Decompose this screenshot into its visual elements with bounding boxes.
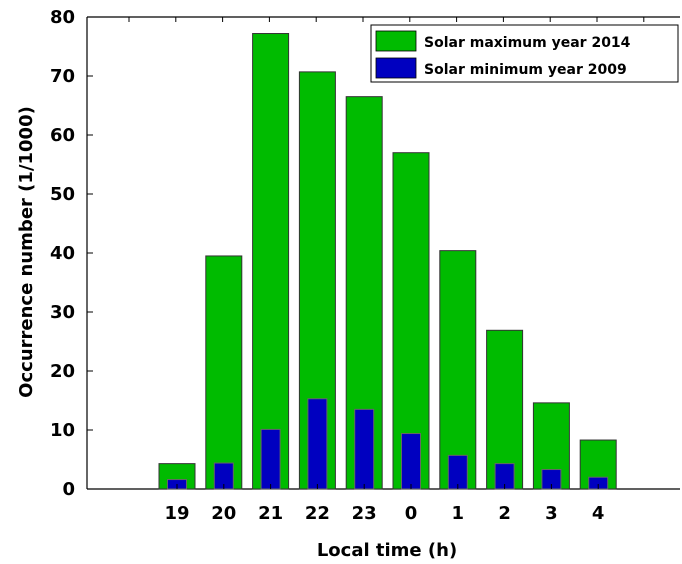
- x-axis-ticks: 19 20 21 22 23 0 1 2 3 4: [128, 17, 645, 524]
- plot-frame: [86, 16, 680, 490]
- series-max-bars: [158, 33, 617, 490]
- legend-swatch-max: [375, 30, 417, 52]
- x-tick-label: 20: [211, 503, 236, 524]
- y-tick-label: 70: [50, 66, 75, 87]
- bar-solar-min: [260, 428, 281, 490]
- bar-solar-min: [401, 433, 421, 490]
- x-tick-label: 23: [352, 503, 377, 524]
- x-tick-label: 22: [305, 503, 330, 524]
- bar-solar-max: [252, 33, 290, 490]
- bar-solar-min: [447, 454, 468, 490]
- y-axis-title: Occurrence number (1/1000): [16, 106, 37, 398]
- y-tick-label: 50: [50, 184, 75, 205]
- x-tick-label: 2: [498, 503, 511, 524]
- y-tick-label: 30: [50, 302, 75, 323]
- bar-solar-max: [205, 255, 243, 490]
- y-tick-label: 80: [50, 7, 75, 28]
- x-tick-label: 19: [164, 503, 189, 524]
- bar-solar-min: [307, 398, 328, 490]
- x-tick-label: 21: [258, 503, 283, 524]
- y-axis-ticks: 0 10 20 30 40 50 60 70 80: [50, 7, 93, 500]
- x-axis-title: Local time (h): [317, 540, 457, 561]
- y-tick-label: 40: [50, 243, 75, 264]
- x-tick-label: 0: [405, 503, 418, 524]
- legend-label-max: Solar maximum year 2014: [424, 35, 631, 51]
- x-tick-label: 3: [545, 503, 558, 524]
- x-tick-label: 4: [592, 503, 605, 524]
- y-tick-label: 0: [62, 479, 75, 500]
- y-tick-label: 10: [50, 420, 75, 441]
- bar-solar-min: [354, 408, 375, 490]
- legend-label-min: Solar minimum year 2009: [424, 62, 627, 78]
- y-tick-label: 60: [50, 125, 75, 146]
- y-tick-label: 20: [50, 361, 75, 382]
- legend-box: [370, 24, 679, 83]
- x-tick-label: 1: [452, 503, 465, 524]
- bar-solar-max: [439, 250, 477, 490]
- legend-swatch-min: [375, 57, 417, 79]
- legend: Solar maximum year 2014 Solar minimum ye…: [370, 24, 679, 83]
